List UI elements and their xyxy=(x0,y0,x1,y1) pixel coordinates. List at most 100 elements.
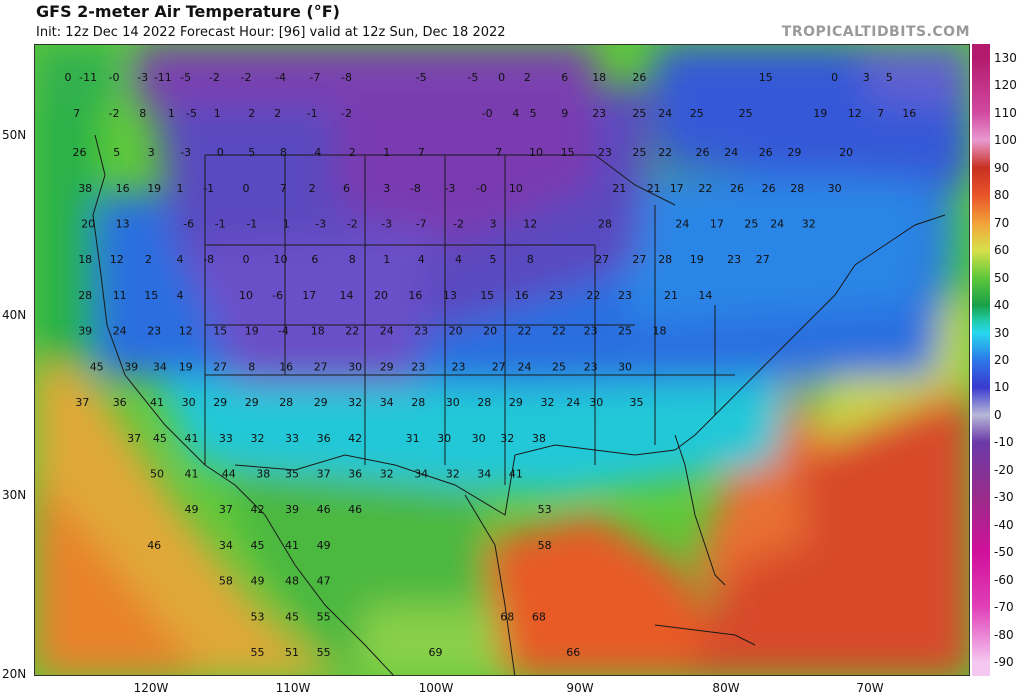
temperature-value: 1 xyxy=(383,146,390,159)
temperature-value: 24 xyxy=(380,325,394,338)
temperature-value: 3 xyxy=(863,71,870,84)
temperature-value: 2 xyxy=(274,107,281,120)
temperature-value: -2 xyxy=(241,71,252,84)
temperature-value: 23 xyxy=(598,146,612,159)
temperature-value: 28 xyxy=(78,289,92,302)
temperature-value: -2 xyxy=(109,107,120,120)
temperature-value: 49 xyxy=(185,503,199,516)
temperature-value: 44 xyxy=(222,468,236,481)
temperature-value: 29 xyxy=(314,396,328,409)
temperature-value: 46 xyxy=(317,503,331,516)
colorbar-tick: 110 xyxy=(994,105,1017,120)
colorbar-tick: -50 xyxy=(994,545,1014,560)
temperature-value: 41 xyxy=(150,396,164,409)
colorbar-tick: -30 xyxy=(994,490,1014,505)
temperature-value: 46 xyxy=(147,539,161,552)
temperature-value: 5 xyxy=(113,146,120,159)
colorbar-tick: 60 xyxy=(994,243,1010,258)
temperature-value: 69 xyxy=(429,646,443,659)
temperature-value: 23 xyxy=(618,289,632,302)
temperature-value: 37 xyxy=(75,396,89,409)
temperature-value: 30 xyxy=(828,182,842,195)
temperature-value: 30 xyxy=(589,396,603,409)
temperature-value: 33 xyxy=(285,432,299,445)
temperature-value: 26 xyxy=(632,71,646,84)
temperature-value: -2 xyxy=(347,218,358,231)
temperature-value: 34 xyxy=(153,360,167,373)
temperature-value: 47 xyxy=(317,575,331,588)
temperature-value: -1 xyxy=(307,107,318,120)
temperature-value: 17 xyxy=(710,218,724,231)
temperature-value: 33 xyxy=(219,432,233,445)
temperature-value: -5 xyxy=(186,107,197,120)
colorbar-tick: 0 xyxy=(994,407,1002,422)
temperature-value: 51 xyxy=(285,646,299,659)
temperature-value: 23 xyxy=(414,325,428,338)
temperature-value: 28 xyxy=(411,396,425,409)
temperature-value: 5 xyxy=(530,107,537,120)
temperature-value: 34 xyxy=(477,468,491,481)
temperature-value: 3 xyxy=(148,146,155,159)
temperature-value: 38 xyxy=(78,182,92,195)
temperature-value: 2 xyxy=(309,182,316,195)
lat-label-50n: 50N xyxy=(2,128,27,142)
temperature-value: 29 xyxy=(509,396,523,409)
temperature-value: 42 xyxy=(348,432,362,445)
temperature-value: -5 xyxy=(467,71,478,84)
temperature-value: 32 xyxy=(380,468,394,481)
colorbar-tick: 40 xyxy=(994,298,1010,313)
temperature-value: 32 xyxy=(541,396,555,409)
temperature-value: -1 xyxy=(215,218,226,231)
temperature-value: 23 xyxy=(584,325,598,338)
temperature-value: 20 xyxy=(483,325,497,338)
temperature-value: 26 xyxy=(730,182,744,195)
temperature-value: -0 xyxy=(482,107,493,120)
temperature-value: 26 xyxy=(762,182,776,195)
temperature-value: 29 xyxy=(245,396,259,409)
temperature-value: 28 xyxy=(598,218,612,231)
temperature-value: 41 xyxy=(285,539,299,552)
temperature-value: 27 xyxy=(595,253,609,266)
temperature-value: 5 xyxy=(490,253,497,266)
temperature-value: 36 xyxy=(348,468,362,481)
temperature-value: -0 xyxy=(109,71,120,84)
temperature-map: 0 -11 -0 -3 -11 -5 -2 -2 -4 -7 -8 -5 -5 0 2 6 18 26 15 0 3 5 7… xyxy=(34,44,970,676)
temperature-value: 25 xyxy=(690,107,704,120)
temperature-value: 24 xyxy=(770,218,784,231)
temperature-value: -3 xyxy=(137,71,148,84)
temperature-value: 22 xyxy=(698,182,712,195)
temperature-value: 68 xyxy=(532,610,546,623)
temperature-value: 2 xyxy=(349,146,356,159)
temperature-value: 30 xyxy=(446,396,460,409)
temperature-value: 8 xyxy=(349,253,356,266)
temperature-value: 12 xyxy=(523,218,537,231)
temperature-value: 49 xyxy=(251,575,265,588)
temperature-value: 32 xyxy=(802,218,816,231)
temperature-value: 1 xyxy=(168,107,175,120)
temperature-value: 27 xyxy=(756,253,770,266)
temperature-value: 38 xyxy=(256,468,270,481)
brand-label[interactable]: TROPICALTIDBITS.COM xyxy=(781,24,970,40)
temperature-value: -11 xyxy=(154,71,172,84)
temperature-values: 0 -11 -0 -3 -11 -5 -2 -2 -4 -7 -8 -5 -5 0 2 6 18 26 15 0 3 57… xyxy=(65,71,917,659)
temperature-value: 23 xyxy=(411,360,425,373)
temperature-value: 20 xyxy=(81,218,95,231)
temperature-value: 25 xyxy=(632,146,646,159)
lon-label-110w: 110W xyxy=(275,681,311,695)
temperature-value: 1 xyxy=(177,182,184,195)
temperature-value: 37 xyxy=(219,503,233,516)
temperature-value: 17 xyxy=(302,289,316,302)
temperature-value: 24 xyxy=(113,325,127,338)
temperature-value: -2 xyxy=(341,107,352,120)
temperature-value: 19 xyxy=(147,182,161,195)
temperature-value: 8 xyxy=(248,360,255,373)
colorbar-tick: 20 xyxy=(994,353,1010,367)
temperature-value: 36 xyxy=(317,432,331,445)
temperature-value: 12 xyxy=(848,107,862,120)
temperature-value: 35 xyxy=(630,396,644,409)
temperature-value: 23 xyxy=(147,325,161,338)
temperature-value: 15 xyxy=(480,289,494,302)
temperature-value: 26 xyxy=(759,146,773,159)
lat-label-30n: 30N xyxy=(2,488,27,502)
temperature-value: 15 xyxy=(561,146,575,159)
